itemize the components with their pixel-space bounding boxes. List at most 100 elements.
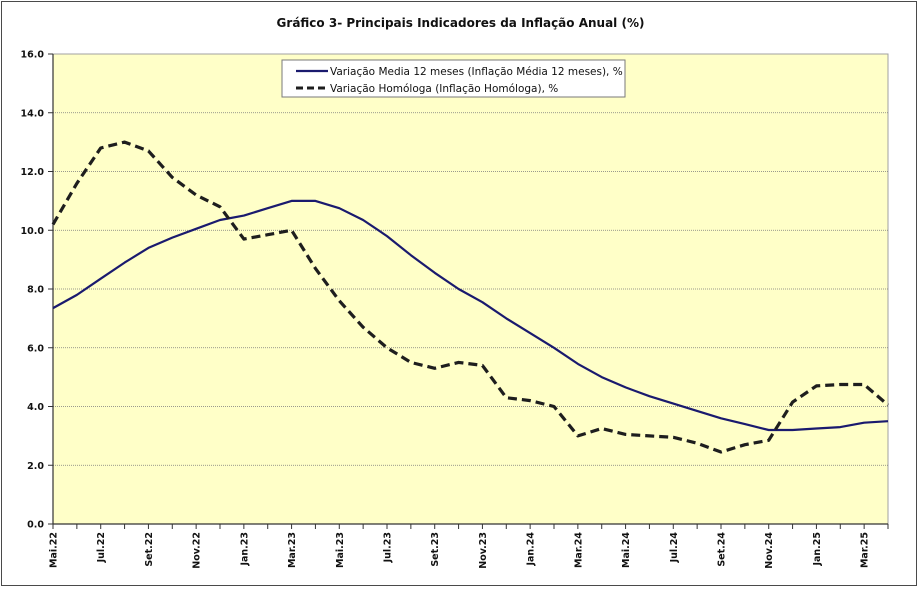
point-homologa-Mar.25 [863, 383, 865, 385]
x-tick-label: Nov.23 [478, 532, 489, 569]
point-homologa-Out.24 [744, 443, 746, 445]
x-tick-label: Jul.22 [96, 532, 107, 563]
point-homologa-Abr.25 [887, 404, 889, 406]
point-homologa-Jan.23 [243, 238, 245, 240]
point-media-Nov.24 [768, 429, 770, 431]
y-tick-label: 12.0 [21, 167, 45, 178]
x-axis: Mai.22 Jul.22 Set.22 Nov.22 Jan.23 Mar.23 Mai.… [49, 523, 889, 569]
point-homologa-Jan.24 [529, 399, 531, 401]
point-homologa-Jan.25 [815, 385, 817, 387]
point-homologa-Mar.23 [290, 229, 292, 231]
point-homologa-Out.23 [457, 361, 459, 363]
point-media-Ago.24 [696, 410, 698, 412]
point-homologa-Mar.24 [577, 435, 579, 437]
y-tick-label: 0.0 [27, 520, 44, 531]
x-tick-label: Jan.23 [239, 532, 250, 567]
point-media-Mar.23 [290, 200, 292, 202]
point-homologa-Set.22 [147, 150, 149, 152]
point-homologa-Ago.24 [696, 442, 698, 444]
y-tick-label: 16.0 [21, 50, 45, 61]
point-media-Mar.24 [577, 363, 579, 365]
x-tick-label: Set.23 [430, 532, 441, 567]
point-homologa-Dez.23 [505, 396, 507, 398]
point-media-Mai.22 [52, 307, 54, 309]
x-tick-label: Mai.24 [621, 532, 632, 568]
point-media-Jul.24 [672, 402, 674, 404]
point-media-Ago.23 [410, 254, 412, 256]
point-homologa-Mai.22 [52, 223, 54, 225]
point-media-Jul.23 [386, 235, 388, 237]
legend-label-homologa: Variação Homóloga (Inflação Homóloga), % [330, 83, 558, 95]
point-media-Jan.23 [243, 214, 245, 216]
point-media-Fev.23 [267, 207, 269, 209]
point-homologa-Jun.22 [76, 182, 78, 184]
point-media-Jan.25 [815, 427, 817, 429]
point-media-Dez.22 [219, 219, 221, 221]
legend-label-media: Variação Media 12 meses (Inflação Média … [330, 66, 623, 78]
point-media-Jan.24 [529, 332, 531, 334]
point-homologa-Nov.23 [481, 364, 483, 366]
x-tick-label: Mar.25 [860, 532, 871, 568]
point-homologa-Jul.24 [672, 436, 674, 438]
point-media-Mar.25 [863, 421, 865, 423]
y-tick-label: 6.0 [27, 343, 44, 354]
x-tick-label: Jul.24 [669, 532, 680, 564]
point-media-Dez.23 [505, 317, 507, 319]
point-homologa-Abr.23 [314, 267, 316, 269]
point-media-Set.22 [147, 247, 149, 249]
point-media-Out.22 [171, 236, 173, 238]
x-tick-label: Jan.24 [526, 532, 537, 567]
point-media-Abr.23 [314, 200, 316, 202]
point-homologa-Abr.24 [601, 427, 603, 429]
point-homologa-Mai.23 [338, 300, 340, 302]
point-media-Fev.25 [839, 426, 841, 428]
x-tick-label: Nov.24 [764, 532, 775, 569]
legend-box [281, 59, 626, 98]
series-lines [51, 140, 890, 454]
chart-title: Gráfico 3- Principais Indicadores da Inf… [276, 16, 645, 30]
y-tick-label: 8.0 [27, 285, 44, 296]
x-tick-label: Mai.23 [335, 532, 346, 568]
point-homologa-Fev.23 [267, 233, 269, 235]
point-media-Nov.23 [481, 301, 483, 303]
y-tick-label: 14.0 [21, 108, 45, 119]
point-media-Set.24 [720, 417, 722, 419]
point-homologa-Jun.23 [362, 326, 364, 328]
point-homologa-Fev.24 [553, 405, 555, 407]
point-homologa-Dez.22 [219, 206, 221, 208]
point-homologa-Nov.22 [195, 194, 197, 196]
point-homologa-Ago.23 [410, 361, 412, 363]
series-line-homologa [51, 140, 890, 454]
y-axis: 0.0 2.0 4.0 6.0 8.0 10.0 12.0 14.0 16.0 [21, 50, 54, 531]
plot-area [52, 53, 889, 525]
point-media-Jun.23 [362, 219, 364, 221]
x-tick-label: Mar.24 [573, 532, 584, 568]
point-media-Out.24 [744, 423, 746, 425]
point-homologa-Nov.24 [768, 439, 770, 441]
point-media-Dez.24 [791, 429, 793, 431]
point-homologa-Dez.24 [791, 401, 793, 403]
point-media-Jun.24 [648, 395, 650, 397]
point-homologa-Set.24 [720, 451, 722, 453]
point-homologa-Jul.22 [100, 147, 102, 149]
point-media-Abr.25 [887, 420, 889, 422]
point-homologa-Jun.24 [648, 435, 650, 437]
point-homologa-Set.23 [434, 367, 436, 369]
y-tick-label: 10.0 [21, 226, 45, 237]
point-media-Fev.24 [553, 347, 555, 349]
y-tick-label: 4.0 [27, 402, 44, 413]
point-media-Jun.22 [76, 294, 78, 296]
point-homologa-Out.22 [171, 176, 173, 178]
x-tick-label: Set.24 [717, 532, 728, 567]
point-homologa-Mai.24 [624, 433, 626, 435]
series-line-media-12-meses [52, 199, 889, 432]
point-media-Mai.23 [338, 207, 340, 209]
point-media-Nov.22 [195, 228, 197, 230]
point-media-Jul.22 [100, 278, 102, 280]
x-tick-label: Jul.23 [383, 532, 394, 563]
x-tick-label: Jan.25 [812, 532, 823, 567]
y-tick-label: 2.0 [27, 461, 44, 472]
legend: Variação Media 12 meses (Inflação Média … [281, 59, 626, 98]
x-tick-label: Mai.22 [49, 532, 60, 568]
